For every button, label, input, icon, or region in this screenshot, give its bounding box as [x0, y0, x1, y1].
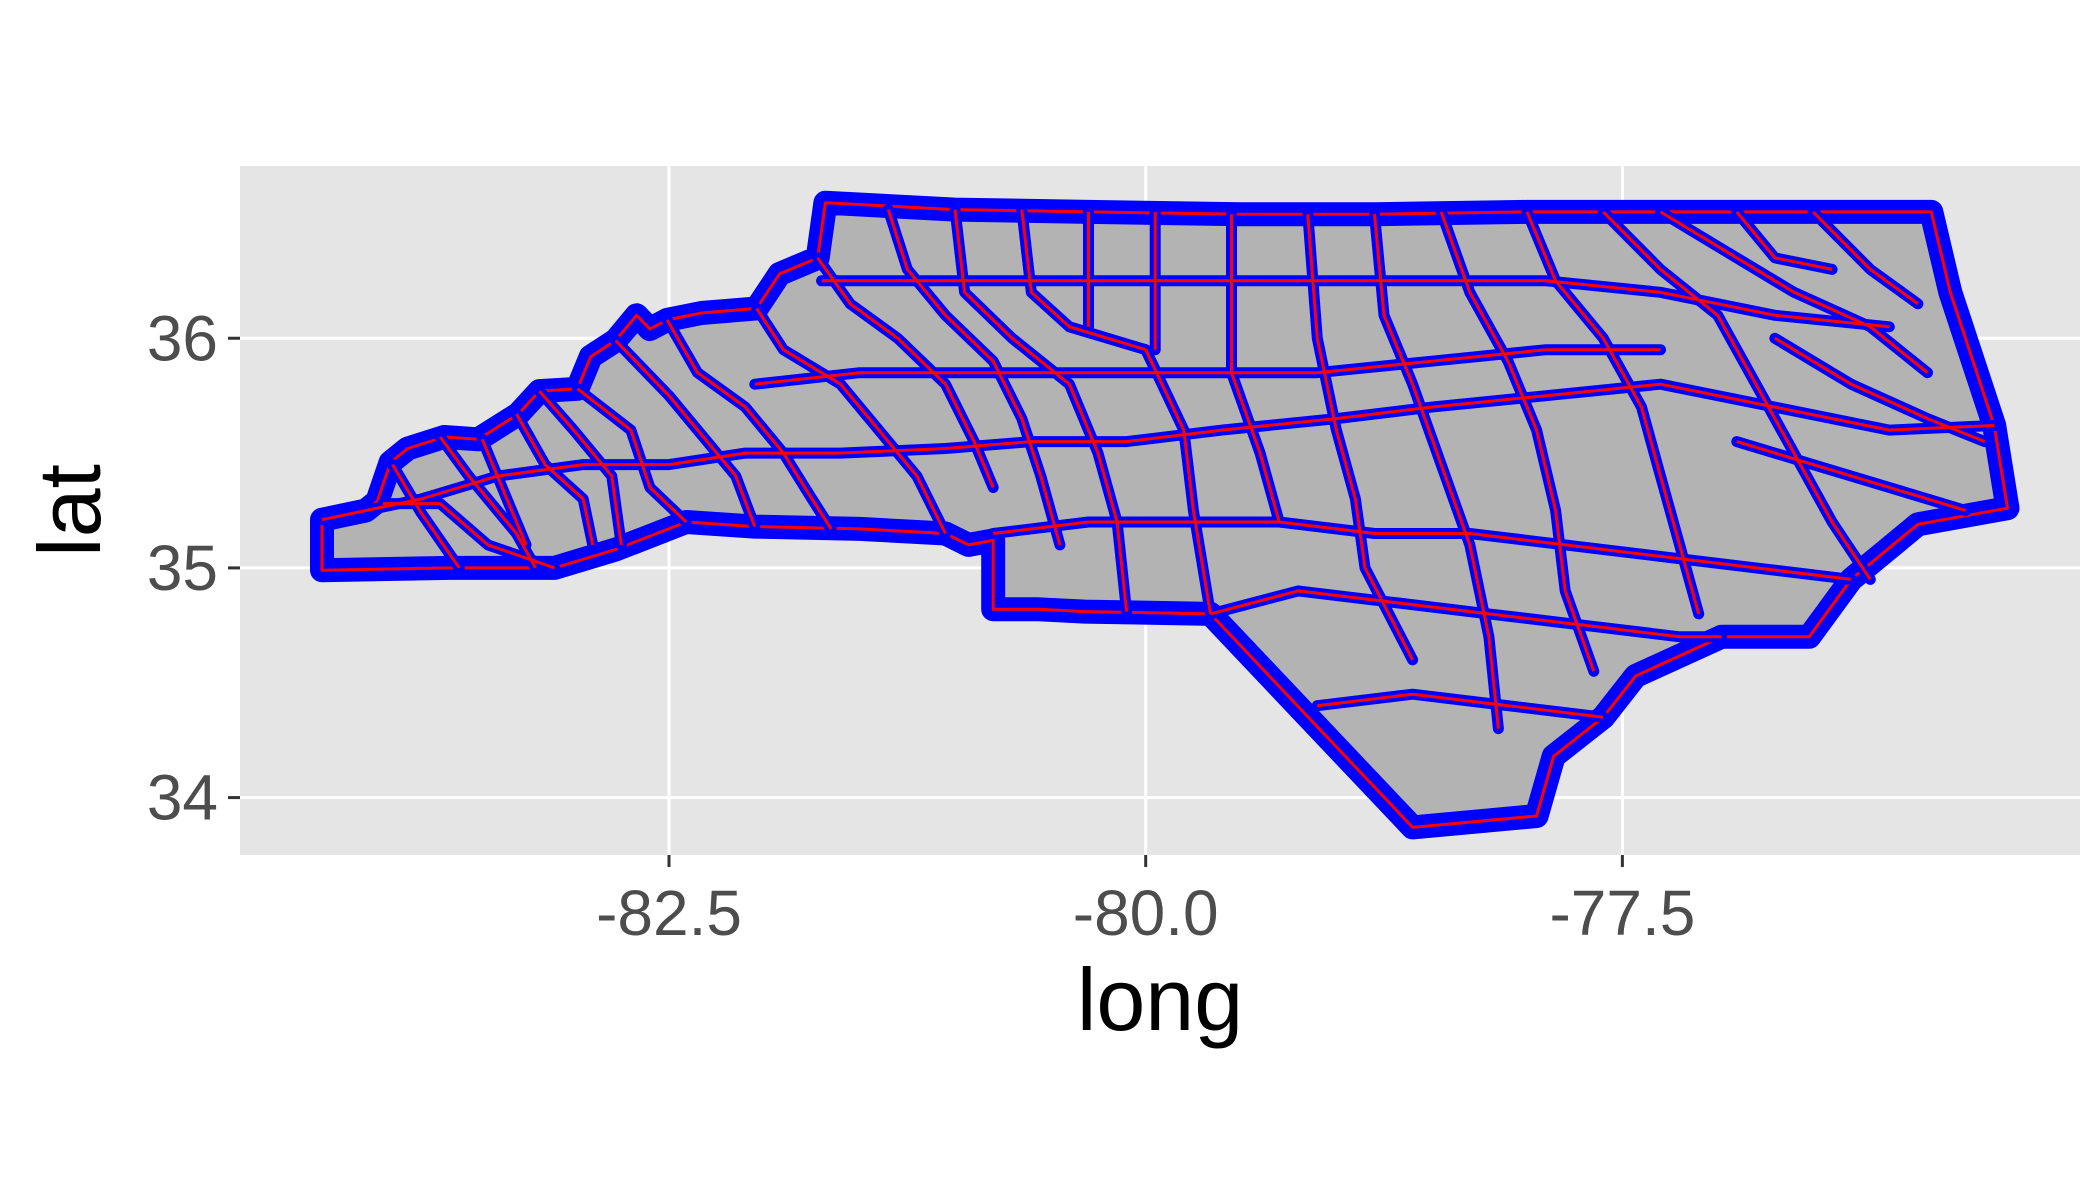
county-boundary-thin — [391, 463, 461, 569]
county-boundary-thin — [1774, 337, 1986, 443]
county-boundary-thin — [1735, 210, 1833, 271]
x-tick-label: -77.5 — [1549, 877, 1695, 949]
x-axis: -82.5 -80.0 -77.5 — [596, 855, 1695, 949]
county-boundary-thin — [515, 413, 595, 546]
county-boundary-thin — [1812, 210, 1919, 306]
county-boundary-thin — [1230, 214, 1281, 523]
county-boundary-thin — [1020, 209, 1212, 615]
y-tick-label: 34 — [147, 762, 218, 834]
y-tick-label: 36 — [147, 302, 218, 374]
county-boundary-thin — [665, 319, 833, 530]
y-tick-label: 35 — [147, 532, 218, 604]
county-boundary-thin — [1210, 589, 1722, 639]
county-boundary-thin — [1306, 214, 1414, 661]
county-boundary-thin — [754, 348, 1661, 386]
county-boundary-thin — [1736, 440, 1967, 512]
county-boundary-thin — [821, 279, 1890, 329]
county-boundary-thin — [480, 438, 528, 546]
county-boundary-thin — [538, 390, 623, 546]
map-regions — [310, 190, 2020, 840]
county-boundary-thin — [1602, 210, 1872, 581]
y-axis: 34 35 36 — [147, 302, 240, 834]
y-axis-title: lat — [20, 464, 119, 557]
county-boundary-thin — [1659, 210, 1929, 374]
county-boundary-thin — [816, 257, 995, 489]
county-boundary-thin — [993, 520, 1852, 581]
county-boundary-thin — [755, 307, 947, 535]
county-boundary-thin — [1373, 214, 1500, 729]
county-boundary-thin — [383, 502, 556, 570]
county-boundary-thin — [438, 436, 537, 569]
x-axis-title: long — [1077, 950, 1243, 1049]
county-boundary-thin — [614, 339, 757, 528]
county-boundary-thin — [1439, 211, 1596, 672]
x-tick-label: -82.5 — [596, 877, 742, 949]
county-boundary-thin — [1317, 692, 1604, 719]
county-boundary-thin — [886, 209, 1062, 546]
county-boundary-thin — [576, 387, 688, 524]
county-boundary-thin — [321, 382, 1995, 522]
x-tick-label: -80.0 — [1073, 877, 1219, 949]
